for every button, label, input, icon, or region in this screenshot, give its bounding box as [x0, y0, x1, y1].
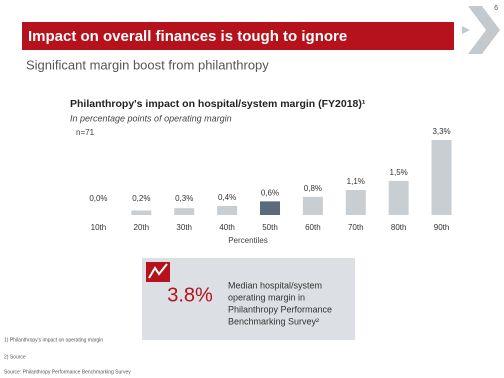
source: Source: Philanthropy Performance Benchma… [4, 369, 131, 375]
value-label: 0,4% [218, 193, 236, 202]
x-tick-label: 40th [219, 223, 235, 232]
chart-subtitle: In percentage points of operating margin [70, 113, 232, 123]
x-tick-label: 20th [134, 223, 150, 232]
value-label: 1,1% [347, 177, 365, 186]
header-bar [22, 22, 454, 50]
callout-text: operating margin in [228, 292, 305, 302]
callout-text: Philanthropy Performance [228, 304, 332, 314]
bar [174, 208, 195, 215]
bar [217, 205, 238, 215]
value-label: 0,8% [304, 184, 322, 193]
x-tick-label: 10th [91, 223, 107, 232]
x-tick-label: 60th [305, 223, 321, 232]
bar [302, 196, 323, 215]
page-number: 6 [494, 5, 498, 12]
footnote: 1) Philanthropy's impact on operating ma… [4, 337, 103, 343]
footnote: 2) Source [4, 354, 26, 360]
bar-chart: 0,0% 10th 0,2% 20th 0,3% 30th 0,4% 40th 0,6% 50th… [89, 127, 452, 232]
chart-note: n=71 [76, 128, 95, 137]
callout-text: Median hospital/system [228, 280, 322, 290]
value-label: 0,3% [175, 194, 193, 203]
x-tick-label: 30th [176, 223, 192, 232]
bar [345, 190, 366, 215]
x-axis-label: Percentiles [228, 236, 268, 245]
x-tick-label: 70th [348, 223, 364, 232]
callout-icon [146, 262, 170, 282]
value-label: 1,5% [390, 168, 408, 177]
callout-text: Benchmarking Survey² [228, 316, 319, 326]
callout-value: 3.8% [167, 284, 213, 306]
header-subtitle: Significant margin boost from philanthro… [26, 57, 269, 72]
value-label: 3,3% [432, 127, 450, 136]
value-label: 0,0% [89, 194, 107, 203]
bar [260, 201, 280, 215]
bar [431, 140, 452, 215]
header-title: Impact on overall finances is tough to i… [28, 28, 347, 45]
logo [462, 6, 500, 54]
bar [131, 210, 152, 215]
bar [388, 180, 409, 215]
value-label: 0,2% [132, 194, 150, 203]
x-tick-label: 90th [434, 223, 450, 232]
x-tick-label: 80th [391, 223, 407, 232]
x-tick-label: 50th [262, 223, 278, 232]
chart-title: Philanthropy's impact on hospital/system… [70, 98, 366, 110]
callout-box [142, 258, 355, 340]
value-label: 0,6% [261, 188, 279, 197]
